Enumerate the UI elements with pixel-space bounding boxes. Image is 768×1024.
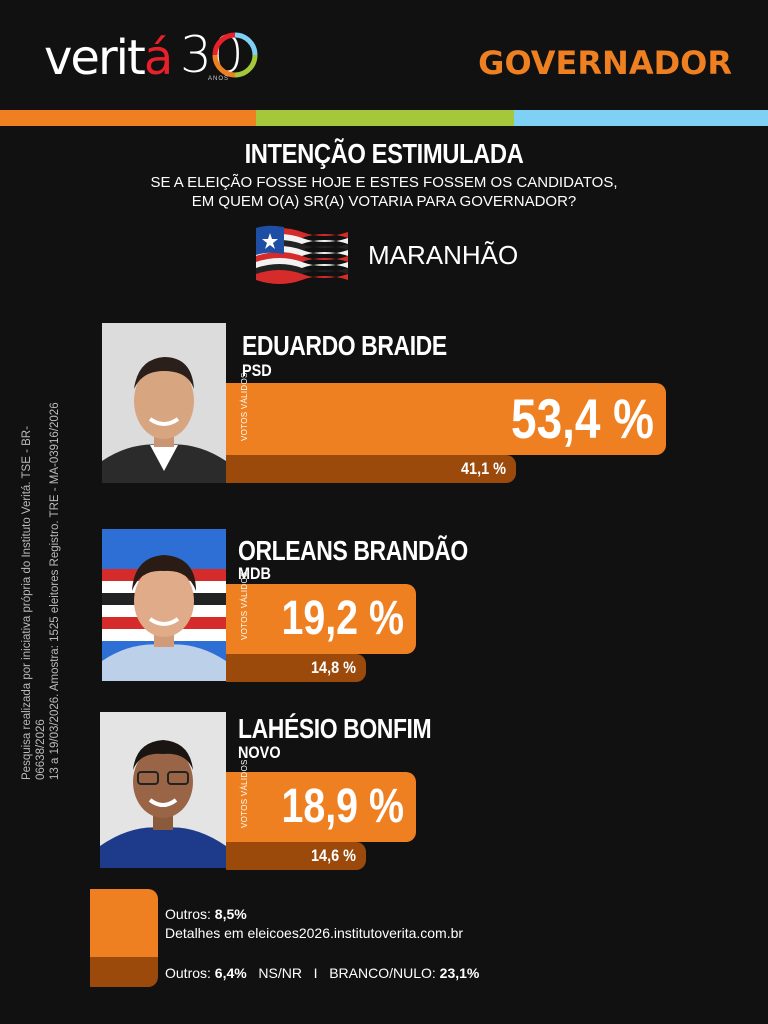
bar-valid-votes-1	[226, 383, 666, 455]
survey-question: SE A ELEIÇÃO FOSSE HOJE E ESTES FOSSEM O…	[0, 173, 768, 211]
value-label-valid-3: 18,9 %	[281, 780, 404, 834]
maranhao-flag-icon	[256, 225, 348, 284]
bar-valid-votes-3	[226, 772, 416, 842]
nsnr-label: NS/NR	[258, 965, 302, 981]
value-label-valid-2: 19,2 %	[281, 592, 404, 646]
others-total-line: Outros: 6,4% NS/NR I BRANCO/NULO: 23,1%	[165, 965, 479, 981]
candidate-photo-bonfim	[100, 712, 226, 868]
branco-nulo-value: 23,1%	[439, 965, 480, 981]
bar-label-3: VOTOS VÁLIDOS	[240, 759, 249, 828]
value-label-total-1: 41,1 %	[461, 459, 506, 478]
others-valid-value: 8,5%	[214, 906, 247, 922]
bar-total-votes-1	[226, 455, 516, 483]
bar-label-1: VOTOS VÁLIDOS	[240, 372, 249, 441]
page-title: GOVERNADOR	[478, 44, 732, 82]
others-valid-label: Outros:	[165, 906, 211, 922]
logo-ring-icon	[212, 32, 258, 78]
stripe-green	[256, 110, 514, 126]
candidate-name-3: LAHÉSIO BONFIM	[238, 713, 432, 744]
value-label-valid-1: 53,4 %	[511, 386, 654, 450]
methodology-note: Pesquisa realizada por iniciativa própri…	[20, 380, 61, 780]
value-label-total-3: 14,6 %	[311, 846, 356, 865]
stripe-blue	[514, 110, 768, 126]
candidate-photo-braide	[102, 323, 226, 483]
methodology-line-2: 13 a 19/03/2026. Amostra: 1525 eleitores…	[49, 402, 61, 780]
others-valid-line: Outros: 8,5%	[165, 906, 247, 922]
candidate-photo-brandao	[102, 529, 226, 681]
brand-logo-number: 30	[180, 26, 244, 84]
brand-logo: veritá	[44, 34, 173, 82]
details-link[interactable]: Detalhes em eleicoes2026.institutoverita…	[165, 925, 464, 941]
state-name: MARANHÃO	[368, 240, 519, 270]
question-line-2: EM QUEM O(A) SR(A) VOTARIA PARA GOVERNAD…	[191, 193, 577, 210]
bar-valid-votes-2	[226, 584, 416, 654]
others-total-label: Outros:	[165, 965, 211, 981]
bar-label-2: VOTOS VÁLIDOS	[240, 571, 249, 640]
survey-title: INTENÇÃO ESTIMULADA	[244, 138, 524, 169]
branco-nulo-label: BRANCO/NULO:	[329, 965, 436, 981]
separator: I	[313, 965, 318, 981]
others-valid-swatch	[90, 889, 158, 957]
stripe-orange	[0, 110, 256, 126]
methodology-line-1: Pesquisa realizada por iniciativa própri…	[21, 426, 47, 780]
brand-logo-word: veritá	[44, 30, 173, 86]
others-total-swatch	[90, 957, 158, 987]
candidate-party-3: NOVO	[238, 743, 281, 762]
candidate-party-1: PSD	[242, 361, 272, 380]
candidate-party-2: MDB	[238, 564, 271, 583]
value-label-total-2: 14,8 %	[311, 658, 356, 677]
brand-logo-sub: ANOS	[208, 76, 230, 82]
candidate-name-1: EDUARDO BRAIDE	[242, 330, 447, 361]
candidate-name-2: ORLEANS BRANDÃO	[238, 535, 468, 566]
bar-total-votes-3	[226, 842, 366, 870]
question-line-1: SE A ELEIÇÃO FOSSE HOJE E ESTES FOSSEM O…	[150, 174, 618, 191]
bar-total-votes-2	[226, 654, 366, 682]
others-total-value: 6,4%	[214, 965, 247, 981]
